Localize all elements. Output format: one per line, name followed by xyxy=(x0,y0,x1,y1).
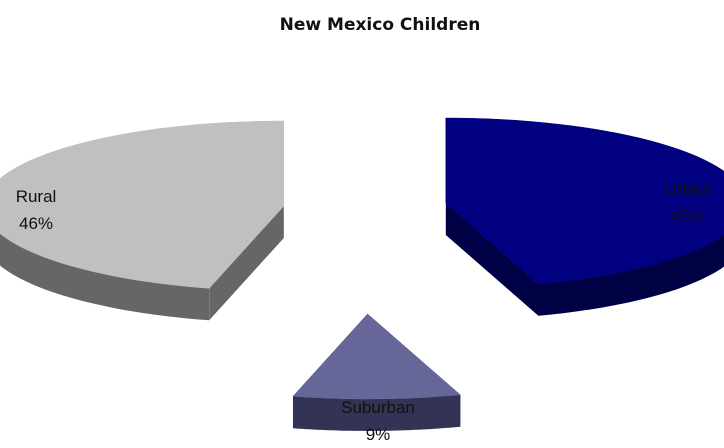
pie-label-urban-value: 45% xyxy=(671,207,705,226)
chart-title: New Mexico Children xyxy=(280,15,481,35)
pie-label-urban-name: Urban xyxy=(665,180,711,199)
pie-slices xyxy=(0,118,724,431)
pie-slice-suburban-top xyxy=(293,314,460,399)
pie-label-suburban-name: Suburban xyxy=(341,398,415,417)
pie-label-rural-name: Rural xyxy=(16,187,57,206)
pie-label-rural-value: 46% xyxy=(19,214,53,233)
pie-label-suburban-value: 9% xyxy=(366,425,391,443)
